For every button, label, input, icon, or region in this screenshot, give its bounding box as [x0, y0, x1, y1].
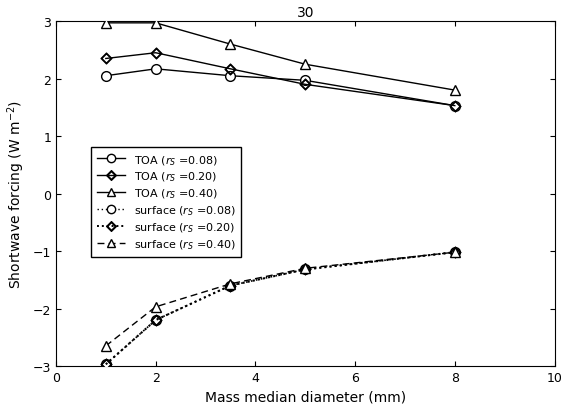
- Legend: TOA ($r_S$ =0.08), TOA ($r_S$ =0.20), TOA ($r_S$ =0.40), surface ($r_S$ =0.08), : TOA ($r_S$ =0.08), TOA ($r_S$ =0.20), TO…: [91, 148, 241, 257]
- Y-axis label: Shortwave forcing (W m$^{-2}$): Shortwave forcing (W m$^{-2}$): [6, 100, 27, 288]
- X-axis label: Mass median diameter (mm): Mass median diameter (mm): [204, 389, 406, 403]
- Title: 30: 30: [296, 6, 314, 20]
